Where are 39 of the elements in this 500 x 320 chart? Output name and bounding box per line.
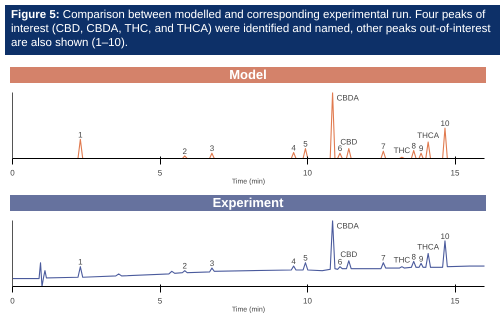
- annotation: 6: [338, 258, 343, 267]
- annotation: 1: [78, 130, 84, 140]
- annotation: CBDA: [336, 222, 360, 230]
- x-tick-label: 0: [10, 296, 16, 306]
- annotation: 9: [418, 254, 424, 264]
- x-tick-label: 0: [10, 168, 16, 178]
- annotation: 9: [418, 144, 424, 154]
- annotation: 7: [381, 142, 386, 152]
- annotation: 7: [381, 254, 386, 263]
- annotation: CBD: [340, 250, 358, 259]
- x-tick-label: 15: [450, 296, 460, 306]
- annotation: 8: [411, 142, 416, 151]
- annotation: 4: [291, 257, 296, 266]
- annotation: 3: [210, 144, 215, 154]
- annotation: 10: [440, 119, 450, 128]
- annotation: 10: [440, 232, 450, 241]
- annotation: CBDA: [336, 94, 360, 102]
- annotation: THCA: [417, 131, 440, 140]
- x-tick-label: 15: [450, 168, 460, 178]
- annotation: 1: [78, 258, 84, 267]
- annotation: 5: [303, 254, 308, 263]
- chart-title: Experiment: [212, 195, 284, 211]
- x-tick-label: 10: [303, 296, 312, 306]
- annotation: THC: [394, 146, 410, 156]
- annotation: 2: [182, 146, 188, 156]
- caption: Figure 5: Comparison between modelled and corresponding experimental run. Four peaks of interest (CBD, CBDA, THC, and THCA) were identified and named, other peaks out-of-interest are also shown (1–10).: [11, 8, 492, 50]
- annotation: 8: [411, 252, 416, 262]
- annotation: THC: [394, 256, 410, 265]
- annotation: 4: [291, 144, 296, 153]
- x-tick-label: 5: [158, 168, 163, 178]
- annotation: 2: [182, 262, 188, 271]
- chart-title: Model: [229, 67, 267, 83]
- annotation: THCA: [417, 242, 440, 252]
- annotation: 6: [338, 144, 343, 154]
- x-tick-label: 5: [158, 296, 163, 306]
- annotation: CBD: [340, 138, 358, 147]
- annotation: 3: [210, 259, 215, 268]
- annotation: 5: [303, 140, 308, 149]
- x-tick-label: 10: [303, 168, 312, 178]
